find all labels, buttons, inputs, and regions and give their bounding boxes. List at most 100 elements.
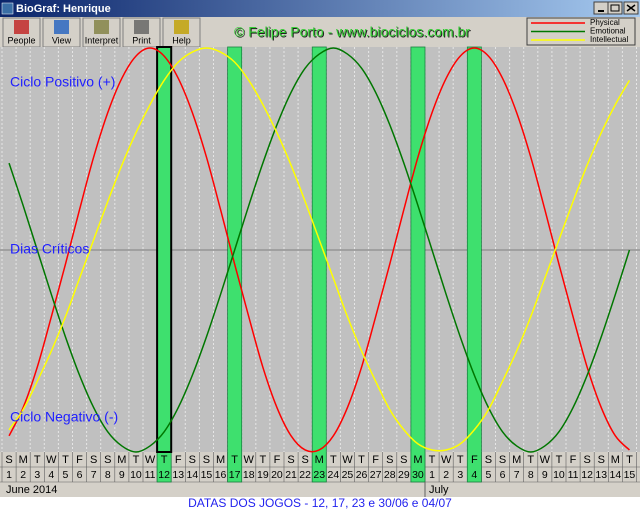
maximize-button[interactable] bbox=[607, 1, 623, 15]
day-label: 13 bbox=[172, 469, 184, 481]
weekday-label: W bbox=[244, 454, 255, 466]
app-icon bbox=[1, 2, 14, 15]
day-label: 5 bbox=[486, 469, 492, 481]
game-day-bar bbox=[311, 46, 327, 483]
button-icon bbox=[134, 20, 149, 34]
cycle-line bbox=[8, 47, 631, 452]
month-label: July bbox=[429, 484, 449, 496]
weekday-label: S bbox=[583, 454, 590, 466]
weekday-label: W bbox=[145, 454, 156, 466]
weekday-label: S bbox=[499, 454, 506, 466]
button-icon bbox=[94, 20, 109, 34]
day-label: 15 bbox=[624, 469, 636, 481]
legend-label: Emotional bbox=[590, 27, 626, 36]
weekday-label: T bbox=[457, 454, 464, 466]
weekday-label: T bbox=[133, 454, 140, 466]
weekday-label: M bbox=[19, 454, 28, 466]
weekday-label: W bbox=[342, 454, 353, 466]
day-label: 22 bbox=[299, 469, 311, 481]
day-label: 24 bbox=[328, 469, 340, 481]
selected-day bbox=[156, 46, 173, 453]
day-label: 21 bbox=[285, 469, 297, 481]
day-label: 12 bbox=[158, 469, 170, 481]
day-label: 9 bbox=[542, 469, 548, 481]
window-title: BioGraf: Henrique bbox=[16, 3, 111, 15]
legend-label: Intellectual bbox=[590, 35, 628, 44]
minimize-button[interactable] bbox=[593, 1, 609, 15]
weekday-label: T bbox=[527, 454, 534, 466]
weekday-label: S bbox=[485, 454, 492, 466]
weekday-label: M bbox=[216, 454, 225, 466]
weekday-label: M bbox=[315, 454, 324, 466]
cycle-line bbox=[8, 47, 630, 453]
day-label: 8 bbox=[105, 469, 111, 481]
day-label: 3 bbox=[457, 469, 463, 481]
weekday-label: F bbox=[76, 454, 83, 466]
cycle-annotation: Ciclo Negativo (-) bbox=[10, 409, 118, 425]
watermark: © Felipe Porto - www.biociclos.com.br bbox=[234, 24, 470, 40]
toolbar: People View Interpret Print Help bbox=[2, 17, 201, 48]
day-label: 2 bbox=[20, 469, 26, 481]
day-label: 6 bbox=[500, 469, 506, 481]
weekday-label: T bbox=[330, 454, 337, 466]
weekday-label: S bbox=[90, 454, 97, 466]
game-day-bar bbox=[410, 46, 426, 483]
day-label: 4 bbox=[48, 469, 54, 481]
weekday-label: W bbox=[46, 454, 57, 466]
day-label: 7 bbox=[514, 469, 520, 481]
weekday-label: S bbox=[287, 454, 294, 466]
weekday-label: F bbox=[175, 454, 182, 466]
weekday-label: S bbox=[301, 454, 308, 466]
game-day-bar bbox=[156, 46, 172, 483]
plot: Ciclo Positivo (+) Dias Críticos Ciclo Neg… bbox=[0, 17, 640, 497]
day-label: 4 bbox=[471, 469, 477, 481]
day-label: 11 bbox=[145, 469, 156, 481]
day-label: 23 bbox=[313, 469, 325, 481]
button-icon bbox=[174, 20, 189, 34]
weekday-label: S bbox=[5, 454, 12, 466]
day-label: 16 bbox=[215, 469, 227, 481]
game-day-bar bbox=[466, 46, 482, 483]
day-label: 20 bbox=[271, 469, 283, 481]
day-label: 7 bbox=[91, 469, 97, 481]
weekday-label: T bbox=[231, 454, 238, 466]
day-label: 15 bbox=[201, 469, 213, 481]
toolbar-label: Interpret bbox=[85, 35, 119, 45]
weekday-label: M bbox=[512, 454, 521, 466]
weekday-label: T bbox=[429, 454, 436, 466]
weekday-label: W bbox=[540, 454, 551, 466]
day-label: 17 bbox=[229, 469, 241, 481]
weekday-label: M bbox=[117, 454, 126, 466]
day-label: 29 bbox=[398, 469, 410, 481]
button-icon bbox=[14, 20, 29, 34]
weekday-label: F bbox=[570, 454, 577, 466]
month-label: June 2014 bbox=[6, 484, 57, 496]
cycle-annotation: Dias Críticos bbox=[10, 241, 89, 257]
button-icon bbox=[54, 20, 69, 34]
day-label: 1 bbox=[429, 469, 435, 481]
weekday-label: T bbox=[161, 454, 168, 466]
weekday-label: S bbox=[386, 454, 393, 466]
weekday-label: M bbox=[413, 454, 422, 466]
day-label: 25 bbox=[342, 469, 354, 481]
toolbar-label: Help bbox=[172, 35, 191, 45]
weekday-label: T bbox=[358, 454, 365, 466]
day-label: 14 bbox=[610, 469, 622, 481]
day-label: 18 bbox=[243, 469, 255, 481]
day-label: 13 bbox=[595, 469, 607, 481]
weekday-label: T bbox=[556, 454, 563, 466]
day-label: 14 bbox=[187, 469, 199, 481]
window-controls bbox=[593, 1, 639, 15]
toolbar-label: People bbox=[7, 35, 35, 45]
day-label: 30 bbox=[412, 469, 424, 481]
footer-bar bbox=[0, 497, 640, 511]
day-label: 12 bbox=[581, 469, 593, 481]
weekday-label: S bbox=[189, 454, 196, 466]
weekday-label: W bbox=[441, 454, 452, 466]
weekday-label: F bbox=[471, 454, 478, 466]
day-label: 5 bbox=[63, 469, 69, 481]
weekday-label: F bbox=[372, 454, 379, 466]
legend-label: Physical bbox=[590, 18, 620, 27]
